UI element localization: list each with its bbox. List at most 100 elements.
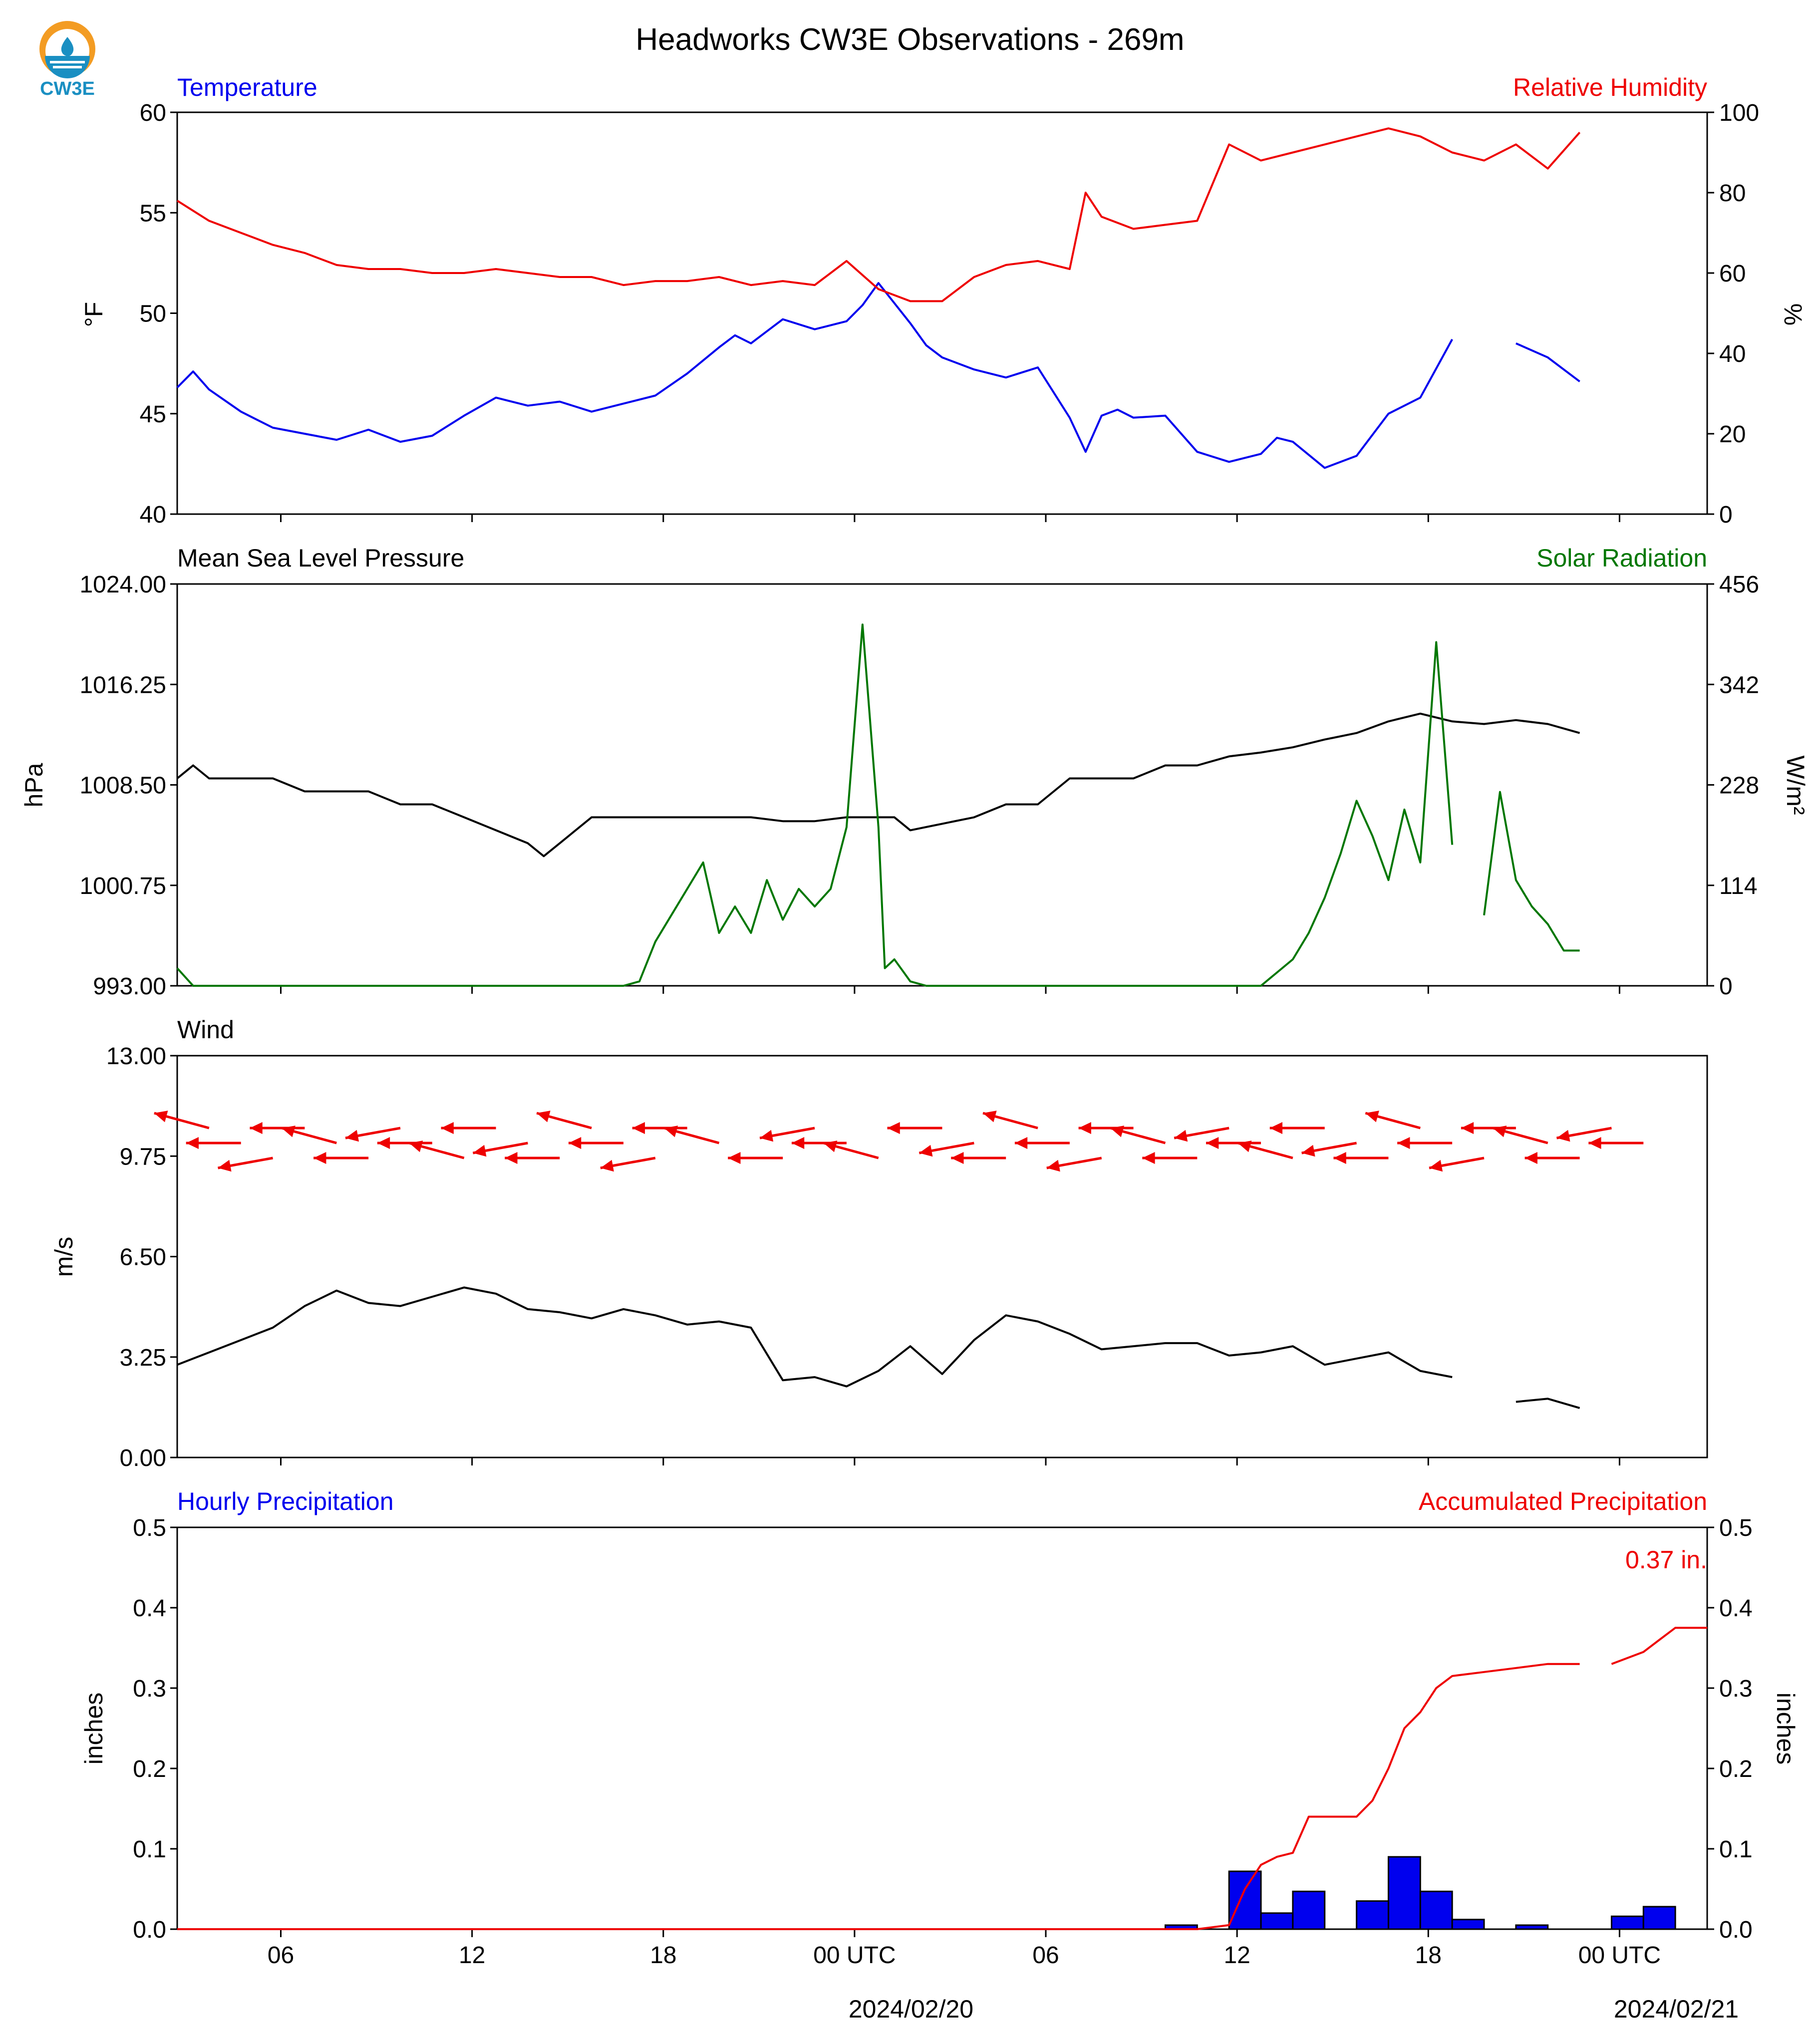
precip-bar (1228, 1870, 1262, 1930)
y-tick-label-left: 45 (140, 401, 166, 428)
y-tick-label-left: 0.1 (133, 1836, 166, 1863)
wind-arrow-head (728, 1152, 741, 1164)
y-tick-label-right: 0.3 (1719, 1676, 1753, 1702)
series-line-2-1 (176, 712, 1580, 858)
panel-2-frame (176, 583, 1708, 987)
panel4-ylabel-left: inches (80, 1693, 108, 1765)
logo-drop-icon (61, 37, 74, 56)
y-tick-label-left: 0.5 (133, 1515, 166, 1541)
wind-arrow-head (791, 1137, 805, 1149)
wind-arrow-head (1493, 1126, 1507, 1138)
y-tick-label-left: 1000.75 (79, 873, 166, 899)
y-tick-label-left: 40 (140, 502, 166, 528)
y-tick-label-left: 55 (140, 200, 166, 227)
panel2-ylabel-right: W/m² (1782, 755, 1810, 815)
series-line-1-1 (176, 282, 1580, 469)
wind-arrow-head (632, 1122, 645, 1134)
x-tick-label: 12 (1223, 1942, 1250, 1969)
y-tick-label-right: 100 (1719, 100, 1759, 126)
x-tick-label: 12 (459, 1942, 485, 1969)
panel4-right-label: Accumulated Precipitation (1419, 1487, 1707, 1515)
y-tick-label-right: 228 (1719, 773, 1759, 799)
wind-arrow-head (887, 1122, 900, 1134)
x-tick-label: 06 (268, 1942, 294, 1969)
page-title: Headworks CW3E Observations - 269m (635, 22, 1184, 57)
wind-arrow-head (218, 1159, 232, 1172)
precip-bar (1292, 1890, 1326, 1930)
panel-3-frame (176, 1055, 1708, 1458)
wind-arrow-head (664, 1126, 678, 1138)
y-tick-label-left: 0.4 (133, 1595, 166, 1622)
wind-arrow-head (282, 1126, 296, 1138)
y-tick-label-right: 0.2 (1719, 1756, 1753, 1782)
wind-arrow-head (441, 1122, 454, 1134)
wind-arrow-head (345, 1130, 359, 1142)
wind-arrow-head (1014, 1137, 1028, 1149)
series-line-1-2 (176, 127, 1581, 302)
wind-arrow-head (1269, 1122, 1283, 1134)
y-tick-label-left: 1016.25 (79, 672, 166, 698)
y-tick-label-right: 342 (1719, 672, 1759, 698)
panel1-ylabel-left: °F (80, 302, 108, 327)
wind-arrow-head (1461, 1122, 1474, 1134)
x-tick-label: 06 (1032, 1942, 1059, 1969)
panel2-ylabel-left: hPa (20, 763, 48, 807)
y-tick-label-right: 20 (1719, 421, 1746, 448)
wind-arrow-head (409, 1141, 423, 1153)
precip-bar (1515, 1924, 1549, 1930)
wind-arrow-head (186, 1137, 199, 1149)
y-tick-label-left: 60 (140, 100, 166, 126)
y-tick-label-right: 0.5 (1719, 1515, 1753, 1541)
panel3-left-label: Wind (177, 1016, 234, 1044)
wind-arrow-head (1588, 1137, 1601, 1149)
wind-arrow-head (1046, 1159, 1060, 1172)
wind-arrow-head (313, 1152, 326, 1164)
precip-bar (1419, 1890, 1453, 1930)
wind-arrow-head (1524, 1152, 1537, 1164)
wind-arrow-head (823, 1141, 838, 1153)
y-tick-label-left: 0.2 (133, 1756, 166, 1782)
wind-arrow-head (1237, 1141, 1252, 1153)
series-line-3-1 (177, 1286, 1580, 1409)
wind-arrow-head (1556, 1130, 1570, 1142)
y-tick-label-right: 0 (1719, 502, 1733, 528)
y-tick-label-left: 3.25 (120, 1345, 166, 1371)
accumulated-total-annotation: 0.37 in. (1625, 1546, 1707, 1574)
panel1-left-label: Temperature (177, 73, 317, 101)
panel3-ylabel-left: m/s (50, 1237, 78, 1277)
wind-arrow-head (600, 1159, 614, 1172)
date-label-2: 2024/02/21 (1614, 1995, 1739, 2023)
wind-arrow-head (1397, 1137, 1410, 1149)
panel2-right-label: Solar Radiation (1536, 544, 1707, 572)
y-tick-label-left: 1024.00 (79, 572, 166, 598)
wind-arrow-head (1174, 1130, 1188, 1142)
panel-4-frame (176, 1526, 1708, 1930)
wind-arrow-head (1365, 1111, 1379, 1123)
precip-bar (1356, 1900, 1389, 1930)
y-tick-label-right: 0.4 (1719, 1595, 1753, 1622)
wind-arrow-head (505, 1152, 518, 1164)
y-tick-label-left: 0.3 (133, 1676, 166, 1702)
wind-arrow-head (951, 1152, 964, 1164)
y-tick-label-left: 50 (140, 301, 166, 327)
wind-arrow-head (473, 1145, 487, 1157)
panel1-ylabel-right: % (1779, 303, 1807, 325)
y-tick-label-left: 0.00 (120, 1445, 166, 1471)
x-tick-label: 00 UTC (813, 1942, 896, 1969)
series-line-4-1 (177, 1627, 1707, 1930)
wind-arrow-head (250, 1122, 263, 1134)
y-tick-label-right: 0 (1719, 973, 1733, 1000)
y-tick-label-right: 456 (1719, 572, 1759, 598)
panel-1-frame (176, 111, 1708, 515)
wind-arrow-head (1078, 1122, 1091, 1134)
series-line-2-2 (176, 623, 1580, 987)
y-tick-label-left: 6.50 (120, 1244, 166, 1271)
panel4-left-label: Hourly Precipitation (177, 1487, 394, 1515)
panel4-ylabel-right: inches (1772, 1693, 1800, 1765)
x-tick-label: 00 UTC (1578, 1942, 1661, 1969)
wind-arrow-head (1301, 1145, 1315, 1157)
wind-arrow-head (1333, 1152, 1346, 1164)
plot-layer: 60 55 50 45 40 100 80 60 40 20 0 1024.00 1016.25 1008… (79, 100, 1759, 1969)
wind-arrow-head (1142, 1152, 1155, 1164)
precip-bar (1387, 1856, 1421, 1930)
